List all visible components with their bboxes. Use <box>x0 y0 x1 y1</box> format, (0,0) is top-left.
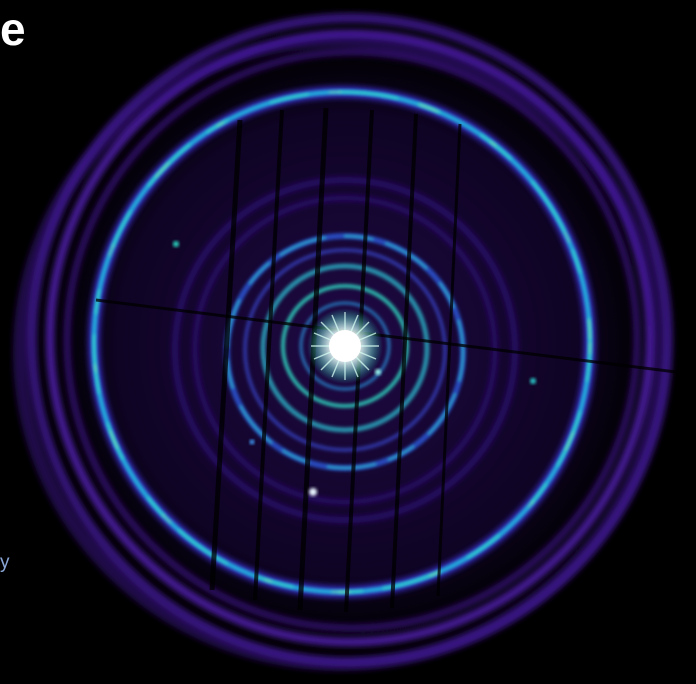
side-text-fragment: y <box>0 552 10 573</box>
main-ring <box>88 86 596 598</box>
bright-core <box>307 308 383 384</box>
title-fragment: e <box>0 3 26 55</box>
point-sources <box>173 241 536 496</box>
outer-rings <box>13 13 673 671</box>
